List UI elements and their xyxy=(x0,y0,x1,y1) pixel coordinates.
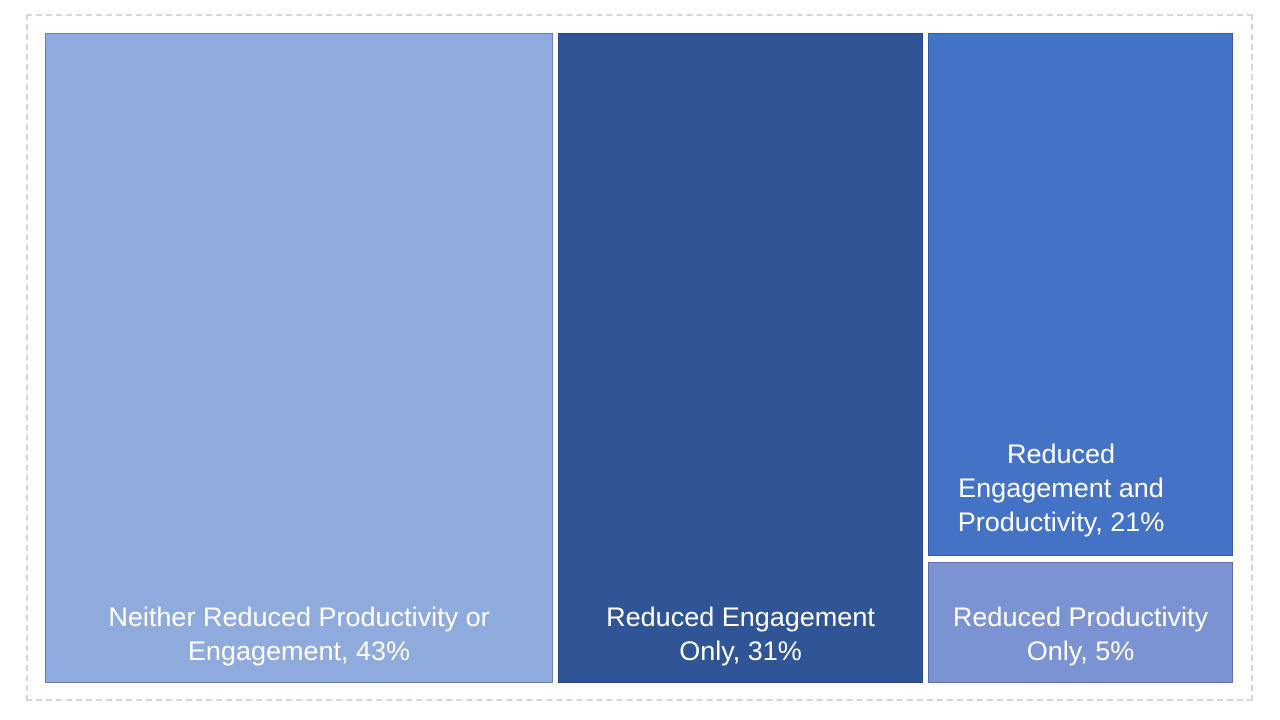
segment-label: Neither Reduced Productivity or Engageme… xyxy=(108,602,490,666)
segment-label: Reduced Engagement and Productivity, 21% xyxy=(957,439,1165,537)
segment-label: Reduced Engagement Only, 31% xyxy=(606,602,875,666)
treemap-segment-reduced-engagement-and-productivity[interactable]: Reduced Engagement and Productivity, 21% xyxy=(928,33,1233,556)
segment-label: Reduced Productivity Only, 5% xyxy=(952,602,1209,666)
treemap-segment-reduced-productivity-only[interactable]: Reduced Productivity Only, 5% xyxy=(928,562,1233,683)
chart-frame[interactable]: Neither Reduced Productivity or Engageme… xyxy=(26,14,1253,701)
treemap-segment-reduced-engagement-only[interactable]: Reduced Engagement Only, 31% xyxy=(558,33,923,683)
treemap-segment-neither-reduced-productivity-or-engagement[interactable]: Neither Reduced Productivity or Engageme… xyxy=(45,33,553,683)
